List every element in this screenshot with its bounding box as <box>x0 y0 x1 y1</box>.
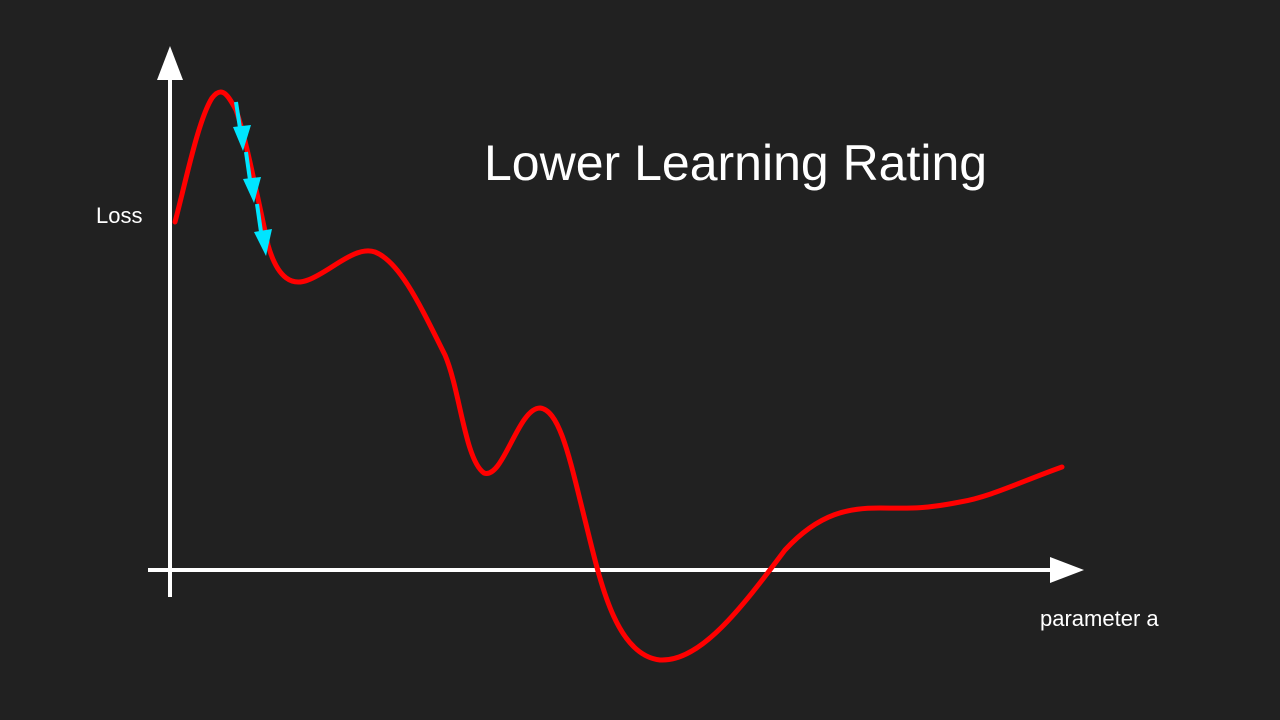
descent-step-1 <box>233 101 251 151</box>
descent-step-1-shaft <box>234 101 242 129</box>
diagram-title: Lower Learning Rating <box>484 135 988 191</box>
descent-step-2-arrowhead <box>243 177 261 203</box>
descent-step-3-shaft <box>255 203 263 233</box>
descent-step-1-arrowhead <box>233 125 251 151</box>
x-axis-arrowhead <box>1050 557 1084 583</box>
descent-step-2-shaft <box>244 151 252 181</box>
descent-step-2 <box>243 151 261 203</box>
x-axis-label: parameter a <box>1040 606 1159 631</box>
y-axis-label: Loss <box>96 203 143 228</box>
descent-step-3 <box>254 203 272 256</box>
descent-step-3-arrowhead <box>254 229 272 256</box>
y-axis-arrowhead <box>157 46 183 80</box>
loss-curve <box>172 89 1065 663</box>
